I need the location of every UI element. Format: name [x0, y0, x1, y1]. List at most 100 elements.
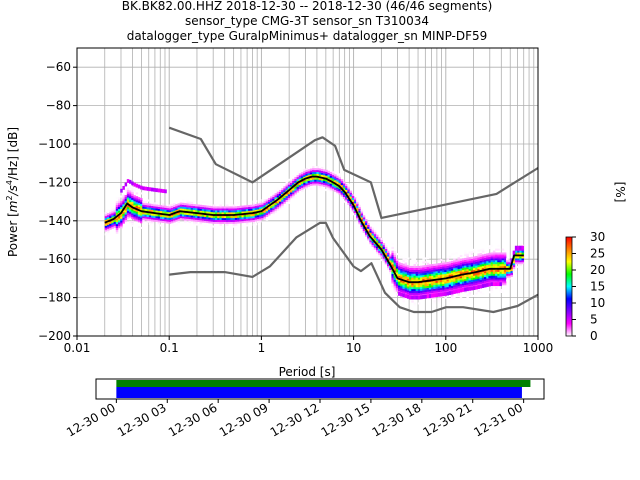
heatmap-cell	[506, 258, 509, 261]
y-tick-label: −120	[38, 175, 71, 189]
heatmap-cell	[259, 218, 262, 221]
heatmap-cell	[422, 295, 425, 299]
heatmap-cell	[433, 267, 436, 270]
heatmap-cell	[137, 218, 141, 221]
heatmap-cell	[146, 220, 150, 223]
heatmap-cell	[188, 207, 192, 210]
heatmap-cell	[259, 214, 262, 217]
heatmap-cell	[411, 283, 414, 286]
heatmap-cell	[501, 260, 505, 263]
heatmap-cell	[298, 177, 302, 180]
heatmap-cell	[475, 263, 478, 266]
heatmap-cell	[439, 280, 443, 283]
heatmap-cell	[331, 182, 335, 185]
heatmap-cell	[117, 226, 121, 229]
heatmap-cell	[336, 189, 339, 192]
heatmap-cell	[395, 274, 399, 277]
heatmap-cell	[166, 206, 170, 209]
heatmap-cell	[519, 260, 522, 263]
heatmap-cell	[215, 221, 218, 224]
heatmap-cell	[437, 268, 441, 272]
heatmap-cell	[144, 212, 147, 215]
heatmap-cell	[104, 214, 108, 217]
heatmap-cell	[473, 275, 476, 278]
heatmap-cell	[230, 212, 233, 215]
heatmap-cell	[360, 211, 364, 214]
heatmap-cell	[111, 209, 114, 212]
heatmap-cell	[351, 197, 355, 200]
heatmap-cell	[367, 236, 370, 239]
heatmap-cell	[210, 225, 214, 228]
heatmap-cell	[457, 282, 461, 285]
heatmap-cell	[378, 254, 381, 257]
heatmap-cell	[375, 246, 379, 249]
heatmap-cell	[457, 270, 461, 273]
heatmap-cell	[404, 294, 408, 299]
heatmap-cell	[312, 171, 315, 174]
heatmap-cell	[503, 273, 507, 276]
heatmap-cell	[133, 195, 136, 198]
heatmap-cell	[140, 221, 143, 224]
heatmap-cell	[481, 265, 485, 269]
heatmap-cell	[495, 262, 498, 265]
heatmap-cell	[340, 179, 344, 182]
heatmap-cell	[490, 273, 494, 276]
heatmap-cell	[272, 206, 275, 209]
heatmap-cell	[267, 211, 271, 214]
heatmap-cell	[188, 220, 192, 223]
heatmap-cell	[197, 217, 200, 221]
heatmap-cell	[424, 286, 427, 289]
heatmap-cell	[400, 276, 403, 279]
heatmap-cell	[448, 263, 452, 266]
heatmap-cell	[431, 277, 434, 280]
y-axis-label: Power [m2/s4/Hz] [dB]	[5, 127, 20, 257]
heatmap-cell	[259, 212, 262, 215]
heatmap-cell	[237, 206, 240, 209]
heatmap-cell	[391, 275, 394, 278]
heatmap-cell	[117, 224, 121, 227]
heatmap-cell	[289, 190, 293, 193]
heatmap-cell	[490, 279, 494, 282]
heatmap-cell	[448, 261, 452, 264]
heatmap-cell	[457, 266, 461, 270]
heatmap-cell	[314, 177, 317, 180]
heatmap-cell	[422, 292, 425, 295]
heatmap-cell	[318, 185, 322, 188]
heatmap-cell	[411, 288, 414, 292]
heatmap-cell	[446, 275, 450, 278]
heatmap-cell	[490, 271, 494, 274]
heatmap-cell	[455, 286, 458, 289]
heatmap-cell	[252, 208, 255, 211]
heatmap-cell	[314, 171, 317, 174]
heatmap-cell	[340, 181, 344, 184]
heatmap-cell	[387, 250, 390, 253]
heatmap-cell	[466, 261, 469, 264]
heatmap-cell	[461, 262, 465, 265]
heatmap-cell	[402, 269, 405, 272]
heatmap-cell	[411, 275, 414, 278]
heatmap-cell	[459, 262, 463, 265]
heatmap-cell	[113, 210, 117, 213]
heatmap-cell	[285, 184, 289, 187]
heatmap-cell	[497, 265, 500, 269]
heatmap-cell	[137, 212, 141, 215]
heatmap-cell	[184, 212, 187, 215]
heatmap-cell	[417, 292, 421, 295]
heatmap-cell	[146, 218, 150, 221]
heatmap-cell	[331, 184, 335, 187]
heatmap-cell	[411, 258, 414, 261]
heatmap-cell	[475, 259, 478, 262]
heatmap-cell	[166, 207, 170, 211]
heatmap-cell	[424, 278, 427, 281]
heatmap-cell	[398, 289, 401, 292]
heatmap-cell	[464, 250, 467, 253]
heatmap-cell	[417, 302, 421, 305]
heatmap-cell	[226, 223, 229, 226]
heatmap-cell	[426, 291, 430, 294]
heatmap-cell	[428, 275, 432, 279]
heatmap-cell	[104, 225, 108, 228]
heatmap-cell	[371, 229, 375, 232]
heatmap-cell	[492, 277, 496, 280]
heatmap-cell	[402, 263, 405, 266]
heatmap-cell	[435, 263, 439, 266]
